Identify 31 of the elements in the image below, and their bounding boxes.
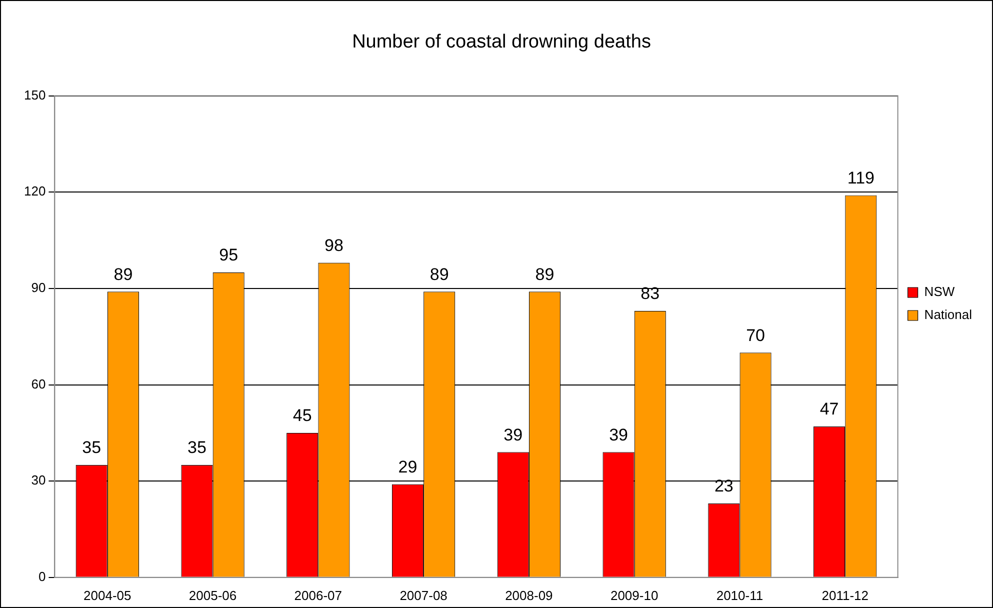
- legend-label: NSW: [924, 284, 956, 300]
- y-tick-label: 120: [24, 184, 46, 199]
- x-tick-label: 2009-10: [610, 588, 658, 603]
- y-tick-label: 90: [31, 280, 46, 296]
- y-tick-label: 60: [31, 376, 46, 392]
- data-label: 45: [292, 406, 312, 426]
- x-tick-label: 2005-06: [188, 588, 237, 603]
- y-tick-label: 150: [24, 87, 46, 102]
- data-label: 89: [114, 264, 133, 284]
- x-tick-label: 2004-05: [84, 588, 132, 603]
- x-tick-label: 2008-09: [505, 588, 553, 603]
- x-tick-label: 2006-07: [294, 588, 342, 603]
- data-label: 95: [219, 246, 238, 265]
- x-tick-label: 2010-11: [716, 588, 764, 603]
- legend-label: National: [924, 307, 972, 322]
- data-label: 47: [820, 400, 839, 419]
- x-tick-label: 2007-08: [400, 588, 448, 603]
- data-label: 89: [535, 264, 554, 284]
- data-label: 89: [430, 264, 449, 284]
- y-tick-label: 0: [38, 568, 46, 584]
- x-tick-label: 2011-12: [822, 588, 868, 603]
- data-label: 119: [847, 168, 874, 188]
- y-tick-label: 30: [31, 472, 46, 488]
- data-label: 39: [504, 425, 523, 444]
- data-label: 29: [398, 457, 418, 476]
- data-label: 98: [324, 236, 344, 255]
- data-label: 35: [188, 438, 206, 458]
- data-label: 39: [609, 425, 628, 444]
- data-label: 70: [746, 326, 765, 345]
- data-label: 35: [82, 438, 102, 458]
- chart-title: Number of coastal drowning deaths: [352, 32, 651, 53]
